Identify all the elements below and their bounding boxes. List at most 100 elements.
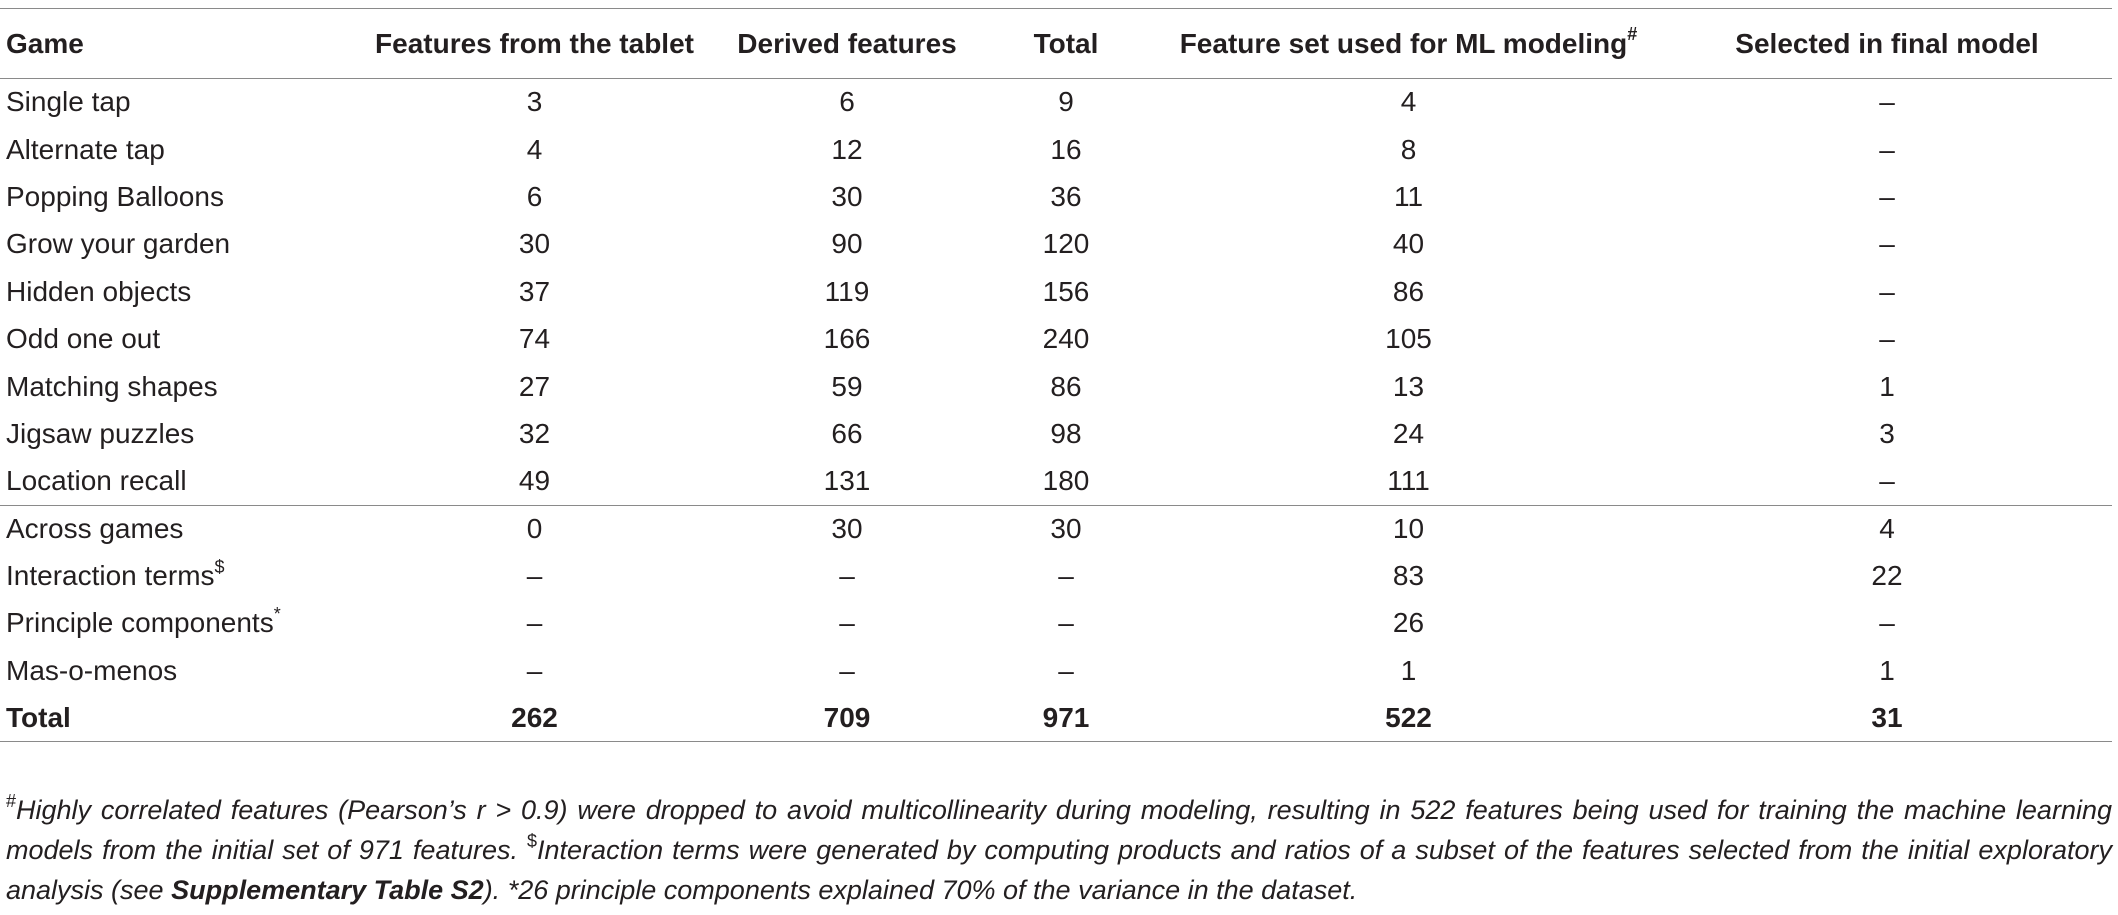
cell-tablet: 32 (518, 417, 551, 449)
cell-ml: 40 (1392, 228, 1425, 260)
cell-final: 31 (1662, 694, 2112, 743)
cell-ml: 10 (1155, 504, 1662, 553)
table-row: Odd one out 74 166 240 105 – (0, 315, 2112, 362)
cell-total: 971 (977, 694, 1155, 743)
cell-derived: 30 (717, 504, 977, 553)
table-row: Hidden objects 37 119 156 86 – (0, 268, 2112, 315)
cell-tablet: 4 (526, 133, 543, 165)
cell-final: – (1879, 465, 1895, 497)
cell-game: Single tap (6, 86, 131, 118)
cell-final: – (1879, 133, 1895, 165)
cell-derived: 59 (831, 370, 863, 402)
cell-total: 240 (1042, 323, 1090, 355)
cell-tablet: 3 (526, 86, 543, 118)
cell-game: Principle components* (6, 604, 281, 639)
cell-derived: 119 (824, 275, 870, 307)
cell-derived: 6 (839, 86, 855, 118)
cell-game: Odd one out (6, 323, 161, 355)
cell-game: Matching shapes (6, 370, 218, 402)
cell-final: 22 (1871, 560, 1903, 592)
supplementary-table-reference[interactable]: Supplementary Table S2 (171, 875, 484, 905)
cell-final: – (1879, 275, 1895, 307)
header-game: Game (0, 8, 352, 79)
table-row: Matching shapes 27 59 86 13 1 (0, 363, 2112, 410)
footnote-dollar-text-end: ). (483, 875, 508, 905)
table-row: Alternate tap 4 12 16 8 – (0, 126, 2112, 173)
cell-tablet: – (526, 654, 543, 686)
cell-game: Total (0, 694, 352, 743)
cell-total: – (1058, 654, 1074, 686)
cell-tablet: – (526, 607, 543, 639)
cell-game: Popping Balloons (6, 180, 224, 212)
cell-ml: 111 (1387, 465, 1430, 497)
row-footnote-mark: * (273, 604, 281, 625)
cell-total: – (1058, 560, 1074, 592)
table-row: Interaction terms$ – – – 83 22 (0, 552, 2112, 599)
table-row: Grow your garden 30 90 120 40 – (0, 221, 2112, 268)
cell-tablet: 30 (518, 228, 551, 260)
cell-final: – (1879, 323, 1895, 355)
cell-tablet: 6 (526, 180, 543, 212)
total-row: Total 262 709 971 522 31 (0, 694, 2112, 743)
cell-derived: 709 (717, 694, 977, 743)
footnote-star-text: *26 principle components explained 70% o… (507, 875, 1358, 905)
cell-tablet: 49 (518, 465, 551, 497)
cell-ml: 86 (1392, 275, 1425, 307)
cell-tablet: 262 (352, 694, 717, 743)
cell-total: 98 (1050, 417, 1082, 449)
cell-total: 16 (1050, 133, 1082, 165)
cell-game: Grow your garden (6, 228, 231, 260)
cell-total: 180 (1042, 465, 1090, 497)
cell-tablet: – (526, 560, 543, 592)
cell-derived: 12 (831, 133, 863, 165)
cell-final: – (1879, 607, 1895, 639)
cell-final: 1 (1879, 370, 1895, 402)
header-derived-features: Derived features (717, 8, 977, 79)
cell-game: Hidden objects (6, 275, 192, 307)
cell-ml: 8 (1400, 133, 1417, 165)
footnote-hash-text: Highly correlated features (Pearson’s r … (6, 795, 2112, 865)
cell-total: 9 (1058, 86, 1074, 118)
row-footnote-mark: $ (214, 556, 225, 577)
cell-tablet: 0 (352, 504, 717, 553)
cell-total: – (1058, 607, 1074, 639)
cell-final: – (1879, 180, 1895, 212)
cell-tablet: 37 (518, 275, 551, 307)
cell-total: 120 (1042, 228, 1090, 260)
cell-derived: – (839, 654, 855, 686)
cell-total: 36 (1050, 180, 1082, 212)
cell-ml: 11 (1393, 180, 1424, 212)
cell-game: Across games (0, 504, 352, 553)
cell-final: – (1879, 228, 1895, 260)
footnote-hash-mark: # (6, 791, 17, 811)
cell-total: 156 (1042, 275, 1090, 307)
table-row: Single tap 3 6 9 4 – (0, 79, 2112, 126)
cell-game: Alternate tap (6, 133, 165, 165)
cell-final: 3 (1879, 417, 1895, 449)
table-row: Across games 0 30 30 10 4 (0, 504, 2112, 553)
cell-game: Location recall (6, 465, 187, 497)
cell-final: 4 (1662, 504, 2112, 553)
header-selected-final: Selected in final model (1662, 8, 2112, 79)
cell-ml: 4 (1400, 86, 1417, 118)
cell-derived: – (839, 607, 855, 639)
header-ml-footnote-mark: # (1627, 24, 1638, 45)
header-row: Game Features from the tablet Derived fe… (0, 8, 2112, 79)
cell-game: Interaction terms$ (6, 556, 225, 592)
header-total: Total (977, 8, 1155, 79)
table-row: Mas-o-menos – – – 1 1 (0, 647, 2112, 694)
table-row: Location recall 49 131 180 111 – (0, 458, 2112, 505)
cell-final: 1 (1879, 654, 1895, 686)
cell-ml: 26 (1392, 607, 1425, 639)
cell-tablet: 27 (518, 370, 551, 402)
cell-derived: 30 (831, 180, 863, 212)
cell-game: Jigsaw puzzles (6, 417, 195, 449)
cell-derived: 90 (831, 228, 863, 260)
cell-derived: 66 (831, 417, 863, 449)
header-ml-feature-set: Feature set used for ML modeling# (1155, 8, 1662, 79)
cell-ml: 24 (1392, 417, 1425, 449)
cell-game: Mas-o-menos (6, 654, 178, 686)
table-row: Principle components* – – – 26 – (0, 600, 2112, 647)
cell-total: 86 (1050, 370, 1082, 402)
